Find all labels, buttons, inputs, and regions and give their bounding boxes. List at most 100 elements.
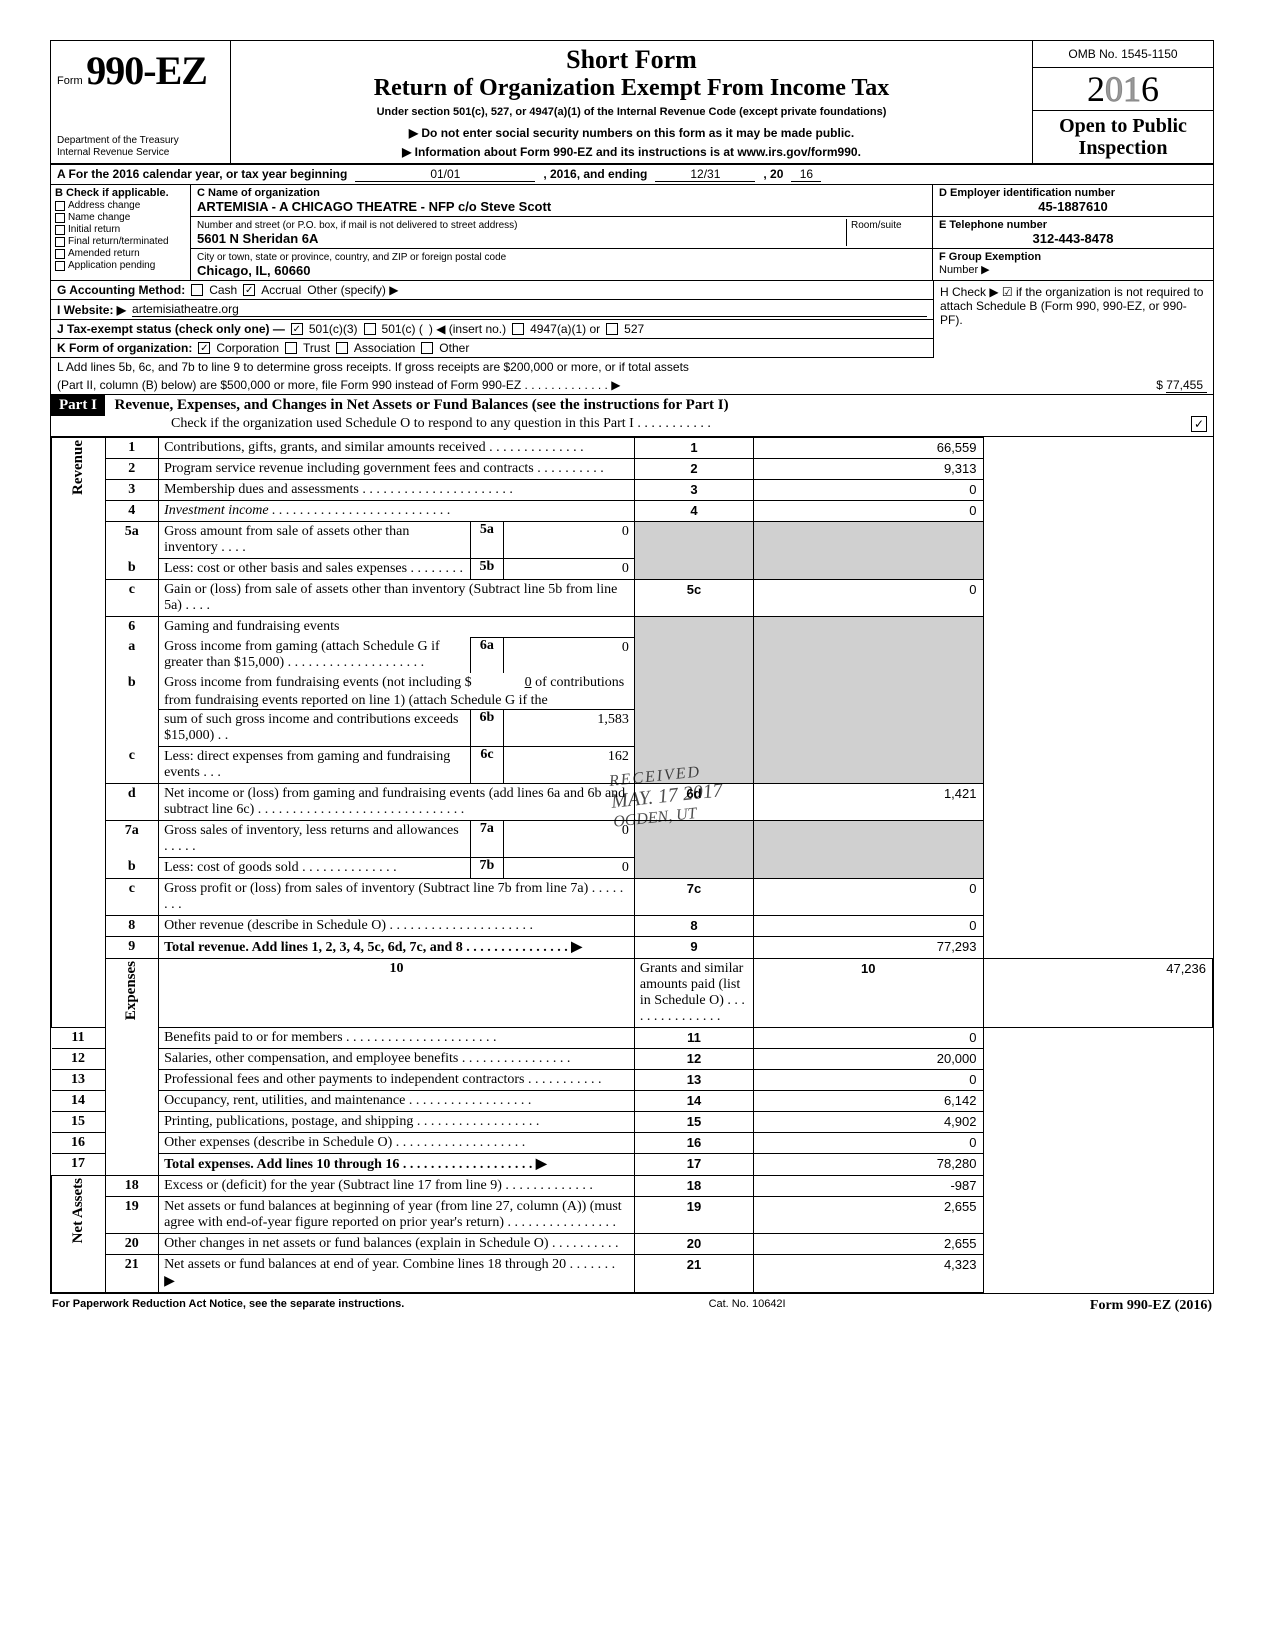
line7b-amount[interactable]: 0 [504, 858, 634, 878]
gross-receipts[interactable]: 77,455 [1166, 378, 1207, 393]
f-label2: Number ▶ [939, 264, 990, 276]
checkbox-527[interactable] [606, 323, 618, 335]
line7c-amount[interactable]: 0 [754, 879, 983, 916]
line19-amount[interactable]: 2,655 [754, 1197, 983, 1234]
e-label: E Telephone number [939, 219, 1047, 231]
checkbox-pending[interactable] [55, 261, 65, 271]
form-footer: For Paperwork Reduction Act Notice, see … [50, 1294, 1214, 1318]
line10-amount[interactable]: 47,236 [983, 959, 1213, 1028]
line11-amount[interactable]: 0 [754, 1028, 983, 1049]
line6a-amount[interactable]: 0 [504, 637, 634, 673]
checkbox-assoc[interactable] [336, 342, 348, 354]
line6d-amount[interactable]: 1,421 [754, 784, 983, 821]
row-k: K Form of organization: Corporation Trus… [51, 339, 933, 358]
row-g: G Accounting Method: Cash Accrual Other … [51, 281, 933, 300]
d-label: D Employer identification number [939, 187, 1115, 199]
part1-badge: Part I [51, 395, 105, 416]
header-right: OMB No. 1545-1150 2016 Open to Public In… [1033, 41, 1213, 163]
part1-check-text: Check if the organization used Schedule … [171, 416, 711, 432]
tax-year: 2016 [1033, 68, 1213, 111]
omb-number: OMB No. 1545-1150 [1033, 41, 1213, 68]
header-center: Short Form Return of Organization Exempt… [231, 41, 1033, 163]
row-h: H Check ▶ ☑ if the organization is not r… [933, 281, 1213, 358]
footer-mid: Cat. No. 10642I [709, 1298, 786, 1314]
dept-treasury: Department of the Treasury [57, 135, 179, 147]
row-l-1: L Add lines 5b, 6c, and 7b to line 9 to … [51, 358, 1213, 376]
checkbox-accrual[interactable] [243, 284, 255, 296]
checkbox-address-change[interactable] [55, 201, 65, 211]
form-header: Form 990-EZ Department of the Treasury I… [51, 41, 1213, 165]
ssn-warning: ▶ Do not enter social security numbers o… [239, 126, 1024, 140]
footer-right: Form 990-EZ (2016) [1090, 1298, 1212, 1314]
line1-amount[interactable]: 66,559 [754, 438, 983, 459]
checkbox-trust[interactable] [285, 342, 297, 354]
under-section: Under section 501(c), 527, or 4947(a)(1)… [239, 106, 1024, 118]
line12-amount[interactable]: 20,000 [754, 1049, 983, 1070]
checkbox-4947[interactable] [512, 323, 524, 335]
c-room-label: Room/suite [851, 220, 902, 231]
checkbox-501c[interactable] [364, 323, 376, 335]
line16-amount[interactable]: 0 [754, 1133, 983, 1154]
org-city[interactable]: Chicago, IL, 60660 [197, 263, 310, 278]
section-a-mid: , 2016, and ending [543, 167, 647, 181]
line6b-contrib[interactable]: 0 [472, 675, 532, 691]
year-begin[interactable]: 01/01 [355, 167, 535, 182]
part1-checkbox[interactable] [1191, 416, 1207, 432]
row-j: J Tax-exempt status (check only one) — 5… [51, 320, 933, 339]
short-form-label: Short Form [239, 45, 1024, 75]
line5c-amount[interactable]: 0 [754, 580, 983, 617]
form-990ez: Form 990-EZ Department of the Treasury I… [50, 40, 1214, 1294]
rows-g-to-k: G Accounting Method: Cash Accrual Other … [51, 281, 1213, 358]
part1-header: Part I Revenue, Expenses, and Changes in… [51, 395, 1213, 437]
line14-amount[interactable]: 6,142 [754, 1091, 983, 1112]
year-end[interactable]: 16 [791, 167, 821, 182]
line6b-amount[interactable]: 1,583 [504, 710, 634, 746]
line13-amount[interactable]: 0 [754, 1070, 983, 1091]
line17-amount[interactable]: 78,280 [754, 1154, 983, 1176]
row-h-text: H Check ▶ ☑ if the organization is not r… [940, 285, 1203, 327]
line5a-amount[interactable]: 0 [504, 522, 634, 558]
checkbox-name-change[interactable] [55, 213, 65, 223]
line21-amount[interactable]: 4,323 [754, 1255, 983, 1293]
section-a-label: A For the 2016 calendar year, or tax yea… [57, 167, 347, 181]
checkbox-cash[interactable] [191, 284, 203, 296]
year-end-month[interactable]: 12/31 [655, 167, 755, 182]
footer-left: For Paperwork Reduction Act Notice, see … [52, 1298, 404, 1314]
side-revenue: Revenue [70, 440, 87, 495]
checkbox-501c3[interactable] [291, 323, 303, 335]
line4-amount[interactable]: 0 [754, 501, 983, 522]
ein[interactable]: 45-1887610 [939, 199, 1207, 214]
line20-amount[interactable]: 2,655 [754, 1234, 983, 1255]
c-city-label: City or town, state or province, country… [197, 252, 506, 263]
line5b-amount[interactable]: 0 [504, 559, 634, 579]
c-name-label: C Name of organization [197, 187, 320, 199]
line2-amount[interactable]: 9,313 [754, 459, 983, 480]
side-expenses: Expenses [123, 961, 140, 1020]
dept-irs: Internal Revenue Service [57, 147, 179, 159]
row-i: I Website: ▶ artemisiatheatre.org [51, 300, 933, 320]
checkbox-other-org[interactable] [421, 342, 433, 354]
line6c-amount[interactable]: 162 [504, 747, 634, 783]
line7a-amount[interactable]: 0 [504, 821, 634, 857]
f-label: F Group Exemption [939, 251, 1041, 263]
checkbox-amended[interactable] [55, 249, 65, 259]
checkbox-initial-return[interactable] [55, 225, 65, 235]
org-address[interactable]: 5601 N Sheridan 6A [197, 231, 318, 246]
checkbox-corp[interactable] [198, 342, 210, 354]
form-number: 990-EZ [86, 48, 207, 93]
checkbox-final-return[interactable] [55, 237, 65, 247]
part1-title: Revenue, Expenses, and Changes in Net As… [109, 395, 735, 415]
section-a: A For the 2016 calendar year, or tax yea… [51, 165, 1213, 185]
org-name[interactable]: ARTEMISIA - A CHICAGO THEATRE - NFP c/o … [197, 199, 551, 214]
line18-amount[interactable]: -987 [754, 1176, 983, 1197]
line3-amount[interactable]: 0 [754, 480, 983, 501]
header-left: Form 990-EZ Department of the Treasury I… [51, 41, 231, 163]
website[interactable]: artemisiatheatre.org [132, 302, 927, 317]
form-prefix: Form [57, 75, 83, 87]
side-net-assets: Net Assets [70, 1178, 87, 1243]
phone[interactable]: 312-443-8478 [939, 231, 1207, 246]
line15-amount[interactable]: 4,902 [754, 1112, 983, 1133]
c-addr-label: Number and street (or P.O. box, if mail … [197, 220, 518, 231]
line9-amount[interactable]: 77,293 [754, 937, 983, 959]
line8-amount[interactable]: 0 [754, 916, 983, 937]
